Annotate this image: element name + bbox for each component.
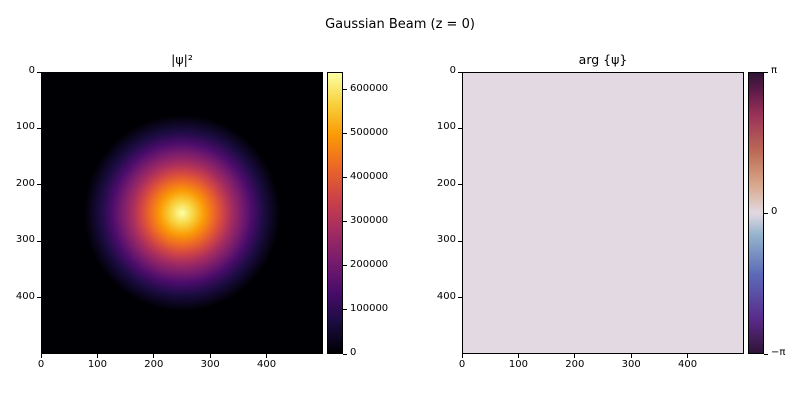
x-tick-mark	[40, 354, 42, 358]
y-tick-label: 200	[15, 177, 35, 189]
y-tick-label: 0	[449, 65, 456, 76]
y-tick-label: 100	[15, 121, 35, 133]
phase-colorbar	[748, 72, 764, 354]
phase-heatmap	[462, 72, 744, 354]
x-tick-mark	[630, 354, 632, 358]
x-tick-label: 100	[508, 359, 528, 370]
x-tick-label: 200	[565, 359, 585, 370]
colorbar-tick-label: 300000	[350, 214, 389, 226]
x-tick-label: 200	[144, 359, 164, 370]
x-tick-mark	[574, 354, 576, 358]
x-tick-mark	[266, 354, 268, 358]
colorbar-tick-mark	[764, 353, 768, 355]
x-tick-mark	[96, 354, 98, 358]
x-tick-mark	[153, 354, 155, 358]
colorbar-tick-mark	[343, 353, 347, 355]
y-tick-label: 300	[15, 234, 35, 246]
x-tick-mark	[461, 354, 463, 358]
x-tick-label: 400	[257, 359, 277, 370]
y-tick-mark	[458, 297, 462, 299]
y-tick-mark	[37, 127, 41, 129]
colorbar-tick-label: 600000	[350, 82, 389, 94]
colorbar-tick-label: 0	[771, 206, 778, 217]
y-tick-mark	[37, 240, 41, 242]
x-tick-mark	[687, 354, 689, 358]
colorbar-tick-label: 500000	[350, 126, 389, 138]
x-tick-label: 400	[678, 359, 698, 370]
colorbar-tick-label: 0	[350, 347, 357, 358]
x-tick-label: 0	[458, 359, 466, 370]
intensity-plot-title: |ψ|²	[171, 52, 193, 67]
intensity-heatmap	[41, 72, 323, 354]
y-tick-label: 400	[15, 290, 35, 302]
y-tick-label: 0	[28, 65, 35, 76]
colorbar-tick-mark	[343, 221, 347, 223]
y-tick-mark	[37, 71, 41, 73]
colorbar-tick-label: π	[771, 65, 778, 76]
x-tick-mark	[517, 354, 519, 358]
colorbar-tick-label: 400000	[350, 170, 389, 182]
y-tick-label: 200	[436, 177, 456, 189]
y-tick-mark	[37, 184, 41, 186]
x-tick-mark	[209, 354, 211, 358]
y-tick-label: 400	[436, 290, 456, 302]
x-tick-label: 0	[37, 359, 45, 370]
colorbar-tick-mark	[343, 177, 347, 179]
y-tick-mark	[458, 127, 462, 129]
x-tick-label: 100	[87, 359, 107, 370]
colorbar-tick-mark	[343, 133, 347, 135]
colorbar-tick-mark	[343, 89, 347, 91]
intensity-colorbar	[327, 72, 343, 354]
figure-title: Gaussian Beam (z = 0)	[325, 17, 475, 32]
y-tick-mark	[37, 297, 41, 299]
y-tick-label: 300	[436, 234, 456, 246]
phase-plot-title: arg {ψ}	[578, 52, 628, 67]
y-tick-mark	[458, 184, 462, 186]
colorbar-tick-label: 200000	[350, 258, 389, 270]
colorbar-tick-mark	[343, 265, 347, 267]
colorbar-tick-label: −π	[771, 347, 786, 358]
colorbar-tick-label: 100000	[350, 302, 389, 314]
x-tick-label: 300	[621, 359, 641, 370]
colorbar-tick-mark	[764, 212, 768, 214]
colorbar-tick-mark	[764, 71, 768, 73]
y-tick-mark	[458, 71, 462, 73]
x-tick-label: 300	[200, 359, 220, 370]
colorbar-tick-mark	[343, 309, 347, 311]
y-tick-label: 100	[436, 121, 456, 133]
y-tick-mark	[458, 240, 462, 242]
